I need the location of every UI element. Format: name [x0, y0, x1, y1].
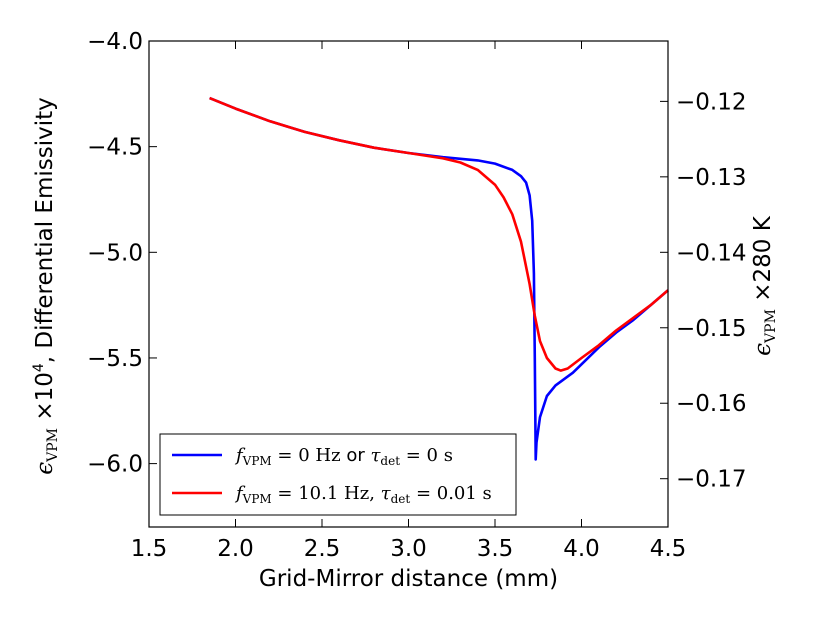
x-tick-label: 4.0 [563, 536, 600, 562]
legend-box [159, 433, 517, 516]
svg-text:ϵVPM ×280 K: ϵVPM ×280 K [750, 215, 779, 356]
legend-label-blue: fVPM = 0 Hz or τdet = 0 s [234, 445, 453, 468]
y-tick-label-right: −0.17 [676, 467, 746, 493]
ticks-layer: 1.5 2.0 2.5 3.0 3.5 4.0 4.5 −4.0 −4.5 −5.0 −5.5 −6.… [87, 29, 746, 562]
legend-label-red: fVPM = 10.1 Hz, τdet = 0.01 s [234, 483, 492, 506]
y-tick-label-left: −5.0 [87, 240, 143, 266]
series-line-2 [209, 96, 669, 372]
y-tick-label-left: −4.0 [87, 29, 143, 55]
x-axis-title: Grid-Mirror distance (mm) [259, 566, 558, 592]
y-axis-title-left: ϵVPM ×104, Differential Emissivity [31, 97, 61, 474]
y-tick-label-left: −4.5 [87, 135, 143, 161]
y-tick-label-right: −0.13 [676, 165, 746, 191]
x-tick-label: 1.5 [131, 536, 168, 562]
x-tick-label: 2.5 [304, 536, 341, 562]
x-tick-label: 2.0 [217, 536, 254, 562]
y-tick-label-right: −0.16 [676, 391, 746, 417]
legend: fVPM = 0 Hz or τdet = 0 s fVPM = 10.1 Hz… [159, 433, 517, 516]
svg-text:ϵVPM ×104, Differential Emissi: ϵVPM ×104, Differential Emissivity [31, 97, 61, 474]
y-tick-label-right: −0.14 [676, 240, 746, 266]
x-tick-label: 4.5 [650, 536, 687, 562]
y-tick-label-right: −0.15 [676, 316, 746, 342]
series-layer [209, 96, 669, 461]
y-axis-title-right: ϵVPM ×280 K [750, 215, 779, 356]
series-line-1 [209, 96, 669, 461]
y-tick-label-left: −6.0 [87, 452, 143, 478]
x-tick-label: 3.5 [477, 536, 514, 562]
x-tick-label: 3.0 [390, 536, 427, 562]
y-tick-label-left: −5.5 [87, 346, 143, 372]
y-tick-label-right: −0.12 [676, 89, 746, 115]
